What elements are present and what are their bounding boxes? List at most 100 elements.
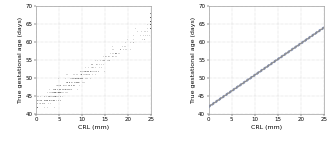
Point: [72, 77, 77, 79]
Point: [130, 41, 136, 43]
Point: [53, 84, 59, 86]
Point: [79, 70, 84, 72]
Point: [52, 95, 58, 97]
Point: [89, 62, 95, 65]
Point: [65, 80, 70, 83]
Line of best fit: [304, 39, 308, 41]
95% CI: [277, 57, 281, 58]
Point: [93, 62, 98, 65]
Point: [76, 80, 81, 83]
Point: [61, 88, 66, 90]
Point: [50, 98, 55, 101]
Point: [66, 80, 72, 83]
Point: [60, 84, 65, 86]
Point: [56, 88, 61, 90]
Point: [138, 34, 143, 36]
Point: [93, 62, 98, 65]
Point: [97, 62, 102, 65]
Point: [114, 52, 119, 54]
Point: [53, 98, 59, 101]
Point: [57, 98, 62, 101]
Point: [88, 70, 94, 72]
Point: [65, 84, 71, 86]
Point: [61, 84, 66, 86]
Point: [83, 77, 89, 79]
Point: [57, 91, 62, 94]
Point: [66, 84, 72, 86]
Point: [122, 48, 128, 51]
Point: [100, 59, 106, 61]
Point: [52, 88, 58, 90]
Point: [147, 19, 153, 22]
Point: [37, 98, 42, 101]
Point: [83, 70, 89, 72]
Point: [75, 77, 80, 79]
Point: [144, 23, 149, 25]
Point: [78, 73, 84, 76]
Point: [89, 70, 95, 72]
X-axis label: CRL (mm): CRL (mm): [78, 125, 109, 130]
Point: [62, 84, 67, 86]
Point: [67, 88, 72, 90]
Point: [51, 88, 57, 90]
Point: [147, 23, 153, 25]
Point: [65, 80, 70, 83]
Point: [65, 88, 70, 90]
Point: [108, 52, 113, 54]
Point: [44, 98, 49, 101]
Point: [60, 95, 65, 97]
Point: [68, 84, 74, 86]
Point: [78, 73, 84, 76]
Point: [103, 55, 108, 58]
Point: [147, 23, 153, 25]
Point: [63, 80, 69, 83]
95% CI: [275, 58, 279, 60]
Point: [123, 41, 128, 43]
Point: [80, 73, 85, 76]
Point: [57, 88, 62, 90]
Point: [147, 26, 153, 29]
Point: [117, 48, 122, 51]
Point: [53, 88, 58, 90]
Point: [110, 55, 115, 58]
95% CI: [207, 105, 211, 107]
Point: [58, 91, 63, 94]
Point: [70, 84, 75, 86]
Line of best fit: [207, 106, 211, 108]
Point: [42, 98, 47, 101]
Point: [142, 34, 147, 36]
Point: [57, 88, 62, 90]
Point: [75, 80, 80, 83]
Point: [111, 55, 116, 58]
Point: [101, 70, 107, 72]
Point: [35, 105, 40, 108]
Point: [147, 12, 153, 15]
Point: [82, 70, 88, 72]
Point: [93, 70, 98, 72]
Point: [84, 73, 89, 76]
Point: [94, 62, 99, 65]
Point: [88, 70, 93, 72]
Point: [46, 98, 51, 101]
Point: [64, 73, 69, 76]
Point: [48, 91, 54, 94]
Point: [113, 55, 118, 58]
Point: [147, 26, 153, 29]
95% CI: [311, 33, 315, 35]
Point: [64, 88, 69, 90]
Point: [86, 66, 91, 69]
Point: [48, 95, 54, 97]
Point: [51, 98, 56, 101]
Point: [94, 70, 99, 72]
Point: [50, 98, 55, 101]
Point: [147, 16, 153, 18]
Point: [51, 88, 56, 90]
Point: [50, 95, 55, 97]
Point: [52, 91, 57, 94]
Point: [35, 98, 40, 101]
Point: [52, 95, 57, 97]
Point: [46, 98, 52, 101]
Point: [112, 52, 118, 54]
Point: [88, 62, 93, 65]
Point: [82, 70, 87, 72]
